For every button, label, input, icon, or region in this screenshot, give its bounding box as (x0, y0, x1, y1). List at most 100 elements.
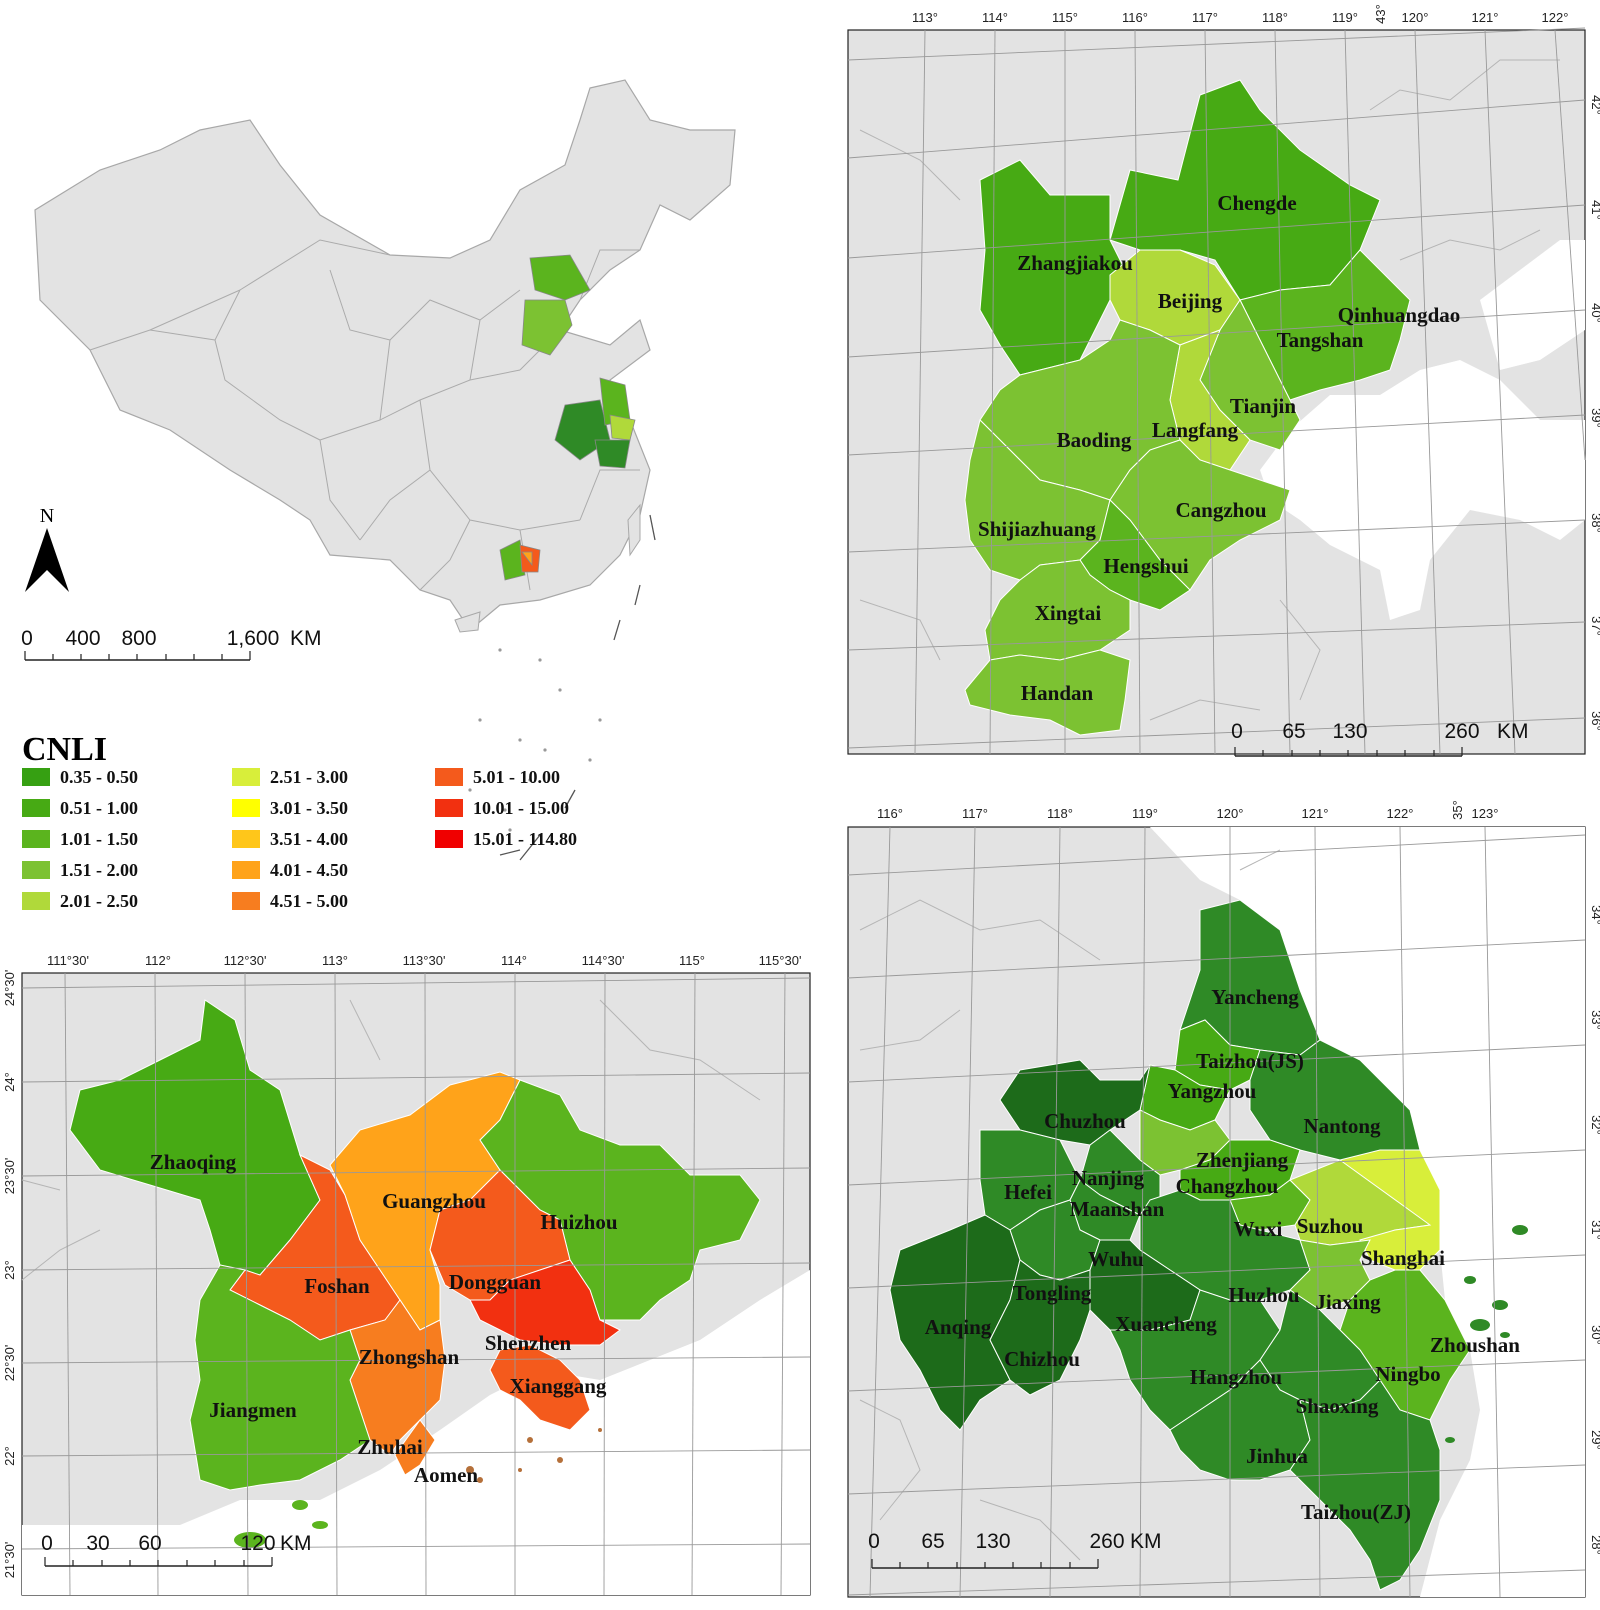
tick-label: 115° (679, 953, 705, 968)
legend-swatch (22, 830, 50, 848)
city-label: Changzhou (1176, 1174, 1279, 1198)
prd-left-ticks: 24°30' 24° 23°30' 23° 22°30' 22° 21°30' (2, 970, 17, 1579)
tick-label: 42° (1589, 95, 1600, 115)
legend-swatch (22, 799, 50, 817)
legend-swatch (22, 768, 50, 786)
legend-label: 0.51 - 1.00 (60, 798, 138, 818)
city-label: Anqing (925, 1315, 992, 1339)
overview-prd-region (499, 539, 541, 581)
legend-swatch (435, 830, 463, 848)
tick-label: 117° (1192, 10, 1218, 25)
tick-label: 24°30' (2, 970, 17, 1007)
city-label: Aomen (414, 1463, 478, 1487)
tick-label: 115°30' (759, 953, 802, 968)
city-label: Zhenjiang (1196, 1148, 1289, 1172)
legend-label: 3.01 - 3.50 (270, 798, 348, 818)
legend-swatch (435, 768, 463, 786)
taiwan-island (627, 503, 641, 557)
scale-tick: 0 (41, 1532, 53, 1555)
legend-swatch (22, 861, 50, 879)
legend-label: 3.51 - 4.00 (270, 829, 348, 849)
tick-label: 114°30' (582, 953, 625, 968)
scale-tick: 65 (1282, 720, 1305, 743)
city-label: Taizhou(JS) (1196, 1049, 1304, 1073)
tick-label: 24° (2, 1072, 17, 1092)
scale-tick: 130 (975, 1530, 1010, 1553)
yrd-islands (1445, 1225, 1528, 1443)
yrd-map: 116° 117° 118° 119° 120° 121° 122° 123° … (847, 800, 1600, 1598)
legend-item: 1.01 - 1.50 (22, 829, 138, 849)
tick-label: 119° (1332, 10, 1358, 25)
legend-label: 15.01 - 114.80 (473, 829, 577, 849)
city-label: Xingtai (1035, 601, 1102, 625)
legend-label: 10.01 - 15.00 (473, 798, 569, 818)
jjj-map: 113° 114° 115° 116° 117° 118° 119° 120° … (847, 4, 1600, 757)
tick-label: 116° (1122, 10, 1148, 25)
city-label: Xianggang (510, 1374, 607, 1398)
tick-label: 123° (1472, 806, 1499, 821)
city-label: Maanshan (1070, 1197, 1165, 1221)
city-label: Zhuhai (357, 1435, 423, 1459)
tick-label: 38° (1589, 513, 1600, 533)
city-label: Shenzhen (485, 1331, 572, 1355)
legend-swatch (232, 861, 260, 879)
tick-label: 119° (1132, 806, 1158, 821)
tick-label: 41° (1589, 200, 1600, 220)
overview-map: N 0 400 800 1,600 KM (21, 79, 736, 861)
jjj-top-ticks: 113° 114° 115° 116° 117° 118° 119° 120° … (912, 4, 1568, 25)
city-label: Yangzhou (1168, 1079, 1257, 1103)
tick-label: 113°30' (403, 953, 446, 968)
city-label: Zhaoqing (150, 1150, 237, 1174)
tick-label: 118° (1262, 10, 1288, 25)
city-label: Beijing (1158, 289, 1223, 313)
tick-label: 40° (1589, 303, 1600, 323)
tick-label: 23° (2, 1260, 17, 1280)
legend-swatch (232, 768, 260, 786)
legend-item: 0.35 - 0.50 (22, 767, 138, 787)
tick-label: 112°30' (224, 953, 267, 968)
tick-label: 114° (501, 953, 527, 968)
legend-label: 4.51 - 5.00 (270, 891, 348, 911)
overview-yrd-region (554, 377, 636, 469)
tick-label: 43° (1373, 4, 1388, 24)
scale-unit: KM (290, 627, 322, 650)
legend-swatch (22, 892, 50, 910)
tick-label: 116° (877, 806, 903, 821)
legend-item: 2.01 - 2.50 (22, 891, 138, 911)
city-label: Hengshui (1103, 554, 1188, 578)
tick-label: 122° (1387, 806, 1414, 821)
legend: CNLI 0.35 - 0.50 0.51 - 1.00 1.01 - 1.50 1.… (22, 731, 577, 911)
legend-item: 0.51 - 1.00 (22, 798, 138, 818)
scale-tick: 800 (121, 627, 156, 650)
legend-label: 1.01 - 1.50 (60, 829, 138, 849)
tick-label: 21°30' (2, 1542, 17, 1579)
city-label: Yancheng (1211, 985, 1299, 1009)
legend-title: CNLI (22, 731, 107, 768)
city-label: Chengde (1217, 191, 1296, 215)
city-label: Xuancheng (1115, 1312, 1217, 1336)
tick-label: 35° (1450, 800, 1465, 820)
tick-label: 122° (1542, 10, 1569, 25)
city-label: Ningbo (1375, 1362, 1440, 1386)
legend-item: 3.51 - 4.00 (232, 829, 348, 849)
scale-tick: 0 (1231, 720, 1243, 743)
legend-label: 4.01 - 4.50 (270, 860, 348, 880)
prd-map: 111°30' 112° 112°30' 113° 113°30' 114° 1… (2, 953, 811, 1596)
scale-tick: 260 (1089, 1530, 1124, 1553)
scale-tick: 0 (21, 627, 33, 650)
legend-item: 3.01 - 3.50 (232, 798, 348, 818)
city-label: Hefei (1004, 1180, 1052, 1204)
legend-label: 5.01 - 10.00 (473, 767, 560, 787)
yrd-scalebar: 0 65 130 260 KM (868, 1530, 1162, 1569)
scale-tick: 1,600 (227, 627, 280, 650)
yrd-sea (1150, 827, 1585, 1597)
prd-top-ticks: 111°30' 112° 112°30' 113° 113°30' 114° 1… (47, 953, 801, 968)
tick-label: 111°30' (47, 953, 89, 968)
legend-swatch (435, 799, 463, 817)
tick-label: 39° (1589, 408, 1600, 428)
legend-label: 2.51 - 3.00 (270, 767, 348, 787)
tick-label: 31° (1589, 1220, 1600, 1240)
tick-label: 36° (1589, 711, 1600, 731)
tick-label: 118° (1047, 806, 1073, 821)
